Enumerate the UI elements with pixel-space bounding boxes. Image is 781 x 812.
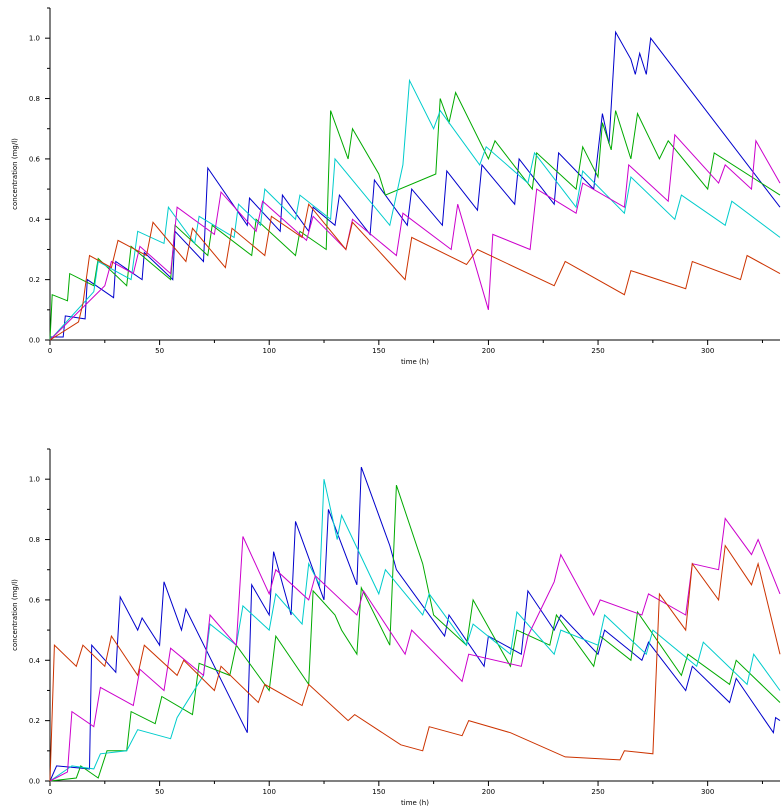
x-tick-label: 50 — [155, 788, 164, 796]
x-tick-label: 200 — [482, 347, 495, 355]
y-tick-label: 0.4 — [29, 216, 41, 224]
series-line — [49, 78, 781, 341]
y-axis-label: concentration (mg/l) — [11, 138, 19, 210]
x-tick-label: 150 — [372, 788, 385, 796]
series-line — [49, 544, 781, 782]
x-tick-label: 100 — [263, 788, 276, 796]
x-tick-label: 150 — [372, 347, 385, 355]
y-tick-label: 0.8 — [29, 536, 40, 544]
series-line — [49, 203, 781, 341]
chart-bottom: 0.0 0.2 0.4 0.6 0.8 1.0 0 50 100 150 200 250 300 time… — [11, 448, 781, 807]
x-tick-label: 0 — [48, 788, 52, 796]
y-tick-label: 0.0 — [29, 778, 40, 786]
chart-panel-bottom: 0.0 0.2 0.4 0.6 0.8 1.0 0 50 100 150 200 250 300 time… — [0, 432, 781, 812]
y-axis-label: concentration (mg/l) — [11, 579, 19, 651]
x-tick-label: 250 — [591, 788, 604, 796]
x-axis-label: time (h) — [401, 358, 429, 366]
series-line — [49, 30, 781, 340]
y-tick-label: 0.8 — [29, 95, 40, 103]
x-tick-label: 100 — [263, 347, 276, 355]
y-tick-label: 0.2 — [29, 717, 40, 725]
y-tick-label: 0.6 — [29, 596, 41, 604]
x-axis-label: time (h) — [401, 799, 429, 807]
chart-panel-top: 0.0 0.2 0.4 0.6 0.8 1.0 0 50 100 150 200 250 300 time… — [0, 0, 781, 380]
x-tick-label: 300 — [701, 347, 714, 355]
x-tick-label: 300 — [701, 788, 714, 796]
y-tick-label: 0.2 — [29, 276, 40, 284]
y-tick-label: 1.0 — [29, 476, 40, 484]
x-tick-label: 50 — [155, 347, 164, 355]
y-tick-label: 0.6 — [29, 155, 41, 163]
x-tick-label: 250 — [591, 347, 604, 355]
y-tick-label: 0.0 — [29, 337, 40, 345]
y-tick-label: 0.4 — [29, 657, 41, 665]
series-line — [49, 517, 781, 782]
series-line — [49, 90, 781, 341]
y-tick-label: 1.0 — [29, 35, 40, 43]
series-line — [49, 485, 781, 782]
series-line — [49, 466, 781, 782]
series-line — [49, 479, 781, 782]
x-tick-label: 0 — [48, 347, 52, 355]
x-tick-label: 200 — [482, 788, 495, 796]
chart-top: 0.0 0.2 0.4 0.6 0.8 1.0 0 50 100 150 200 250 300 time… — [11, 7, 781, 366]
series-line — [49, 133, 781, 341]
